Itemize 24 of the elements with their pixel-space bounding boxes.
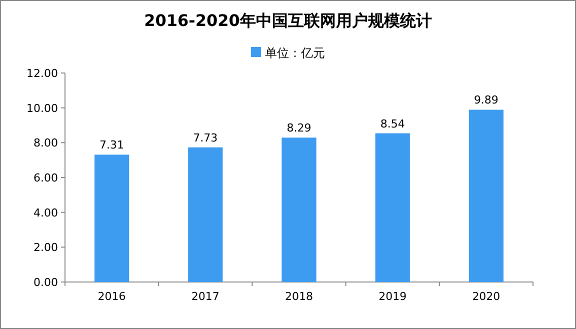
y-tick-label: 8.00	[34, 136, 58, 150]
y-tick-label: 12.00	[26, 67, 58, 80]
data-label: 7.31	[100, 138, 124, 152]
y-tick-label: 6.00	[34, 172, 58, 184]
bar	[468, 110, 504, 282]
data-label: 8.29	[286, 122, 312, 135]
legend-label: 单位：亿元	[265, 46, 325, 60]
data-label: 8.54	[380, 117, 405, 130]
bar	[188, 147, 223, 282]
x-tick-label: 2018	[285, 290, 313, 303]
chart-title: 2016-2020年中国互联网用户规模统计	[144, 11, 432, 30]
y-tick-label: 10.00	[26, 102, 58, 115]
x-tick-label: 2016	[98, 290, 126, 303]
bar	[94, 154, 130, 282]
data-label: 9.89	[474, 94, 498, 107]
bar	[282, 138, 316, 282]
bar	[375, 133, 410, 282]
x-tick-label: 2017	[191, 290, 220, 303]
y-tick-label: 4.00	[34, 206, 58, 220]
x-tick-label: 2019	[378, 290, 407, 303]
x-tick-label: 2020	[472, 290, 500, 303]
y-tick-label: 0.00	[34, 276, 58, 289]
y-tick-label: 2.00	[34, 241, 58, 254]
data-label: 7.73	[193, 131, 218, 144]
